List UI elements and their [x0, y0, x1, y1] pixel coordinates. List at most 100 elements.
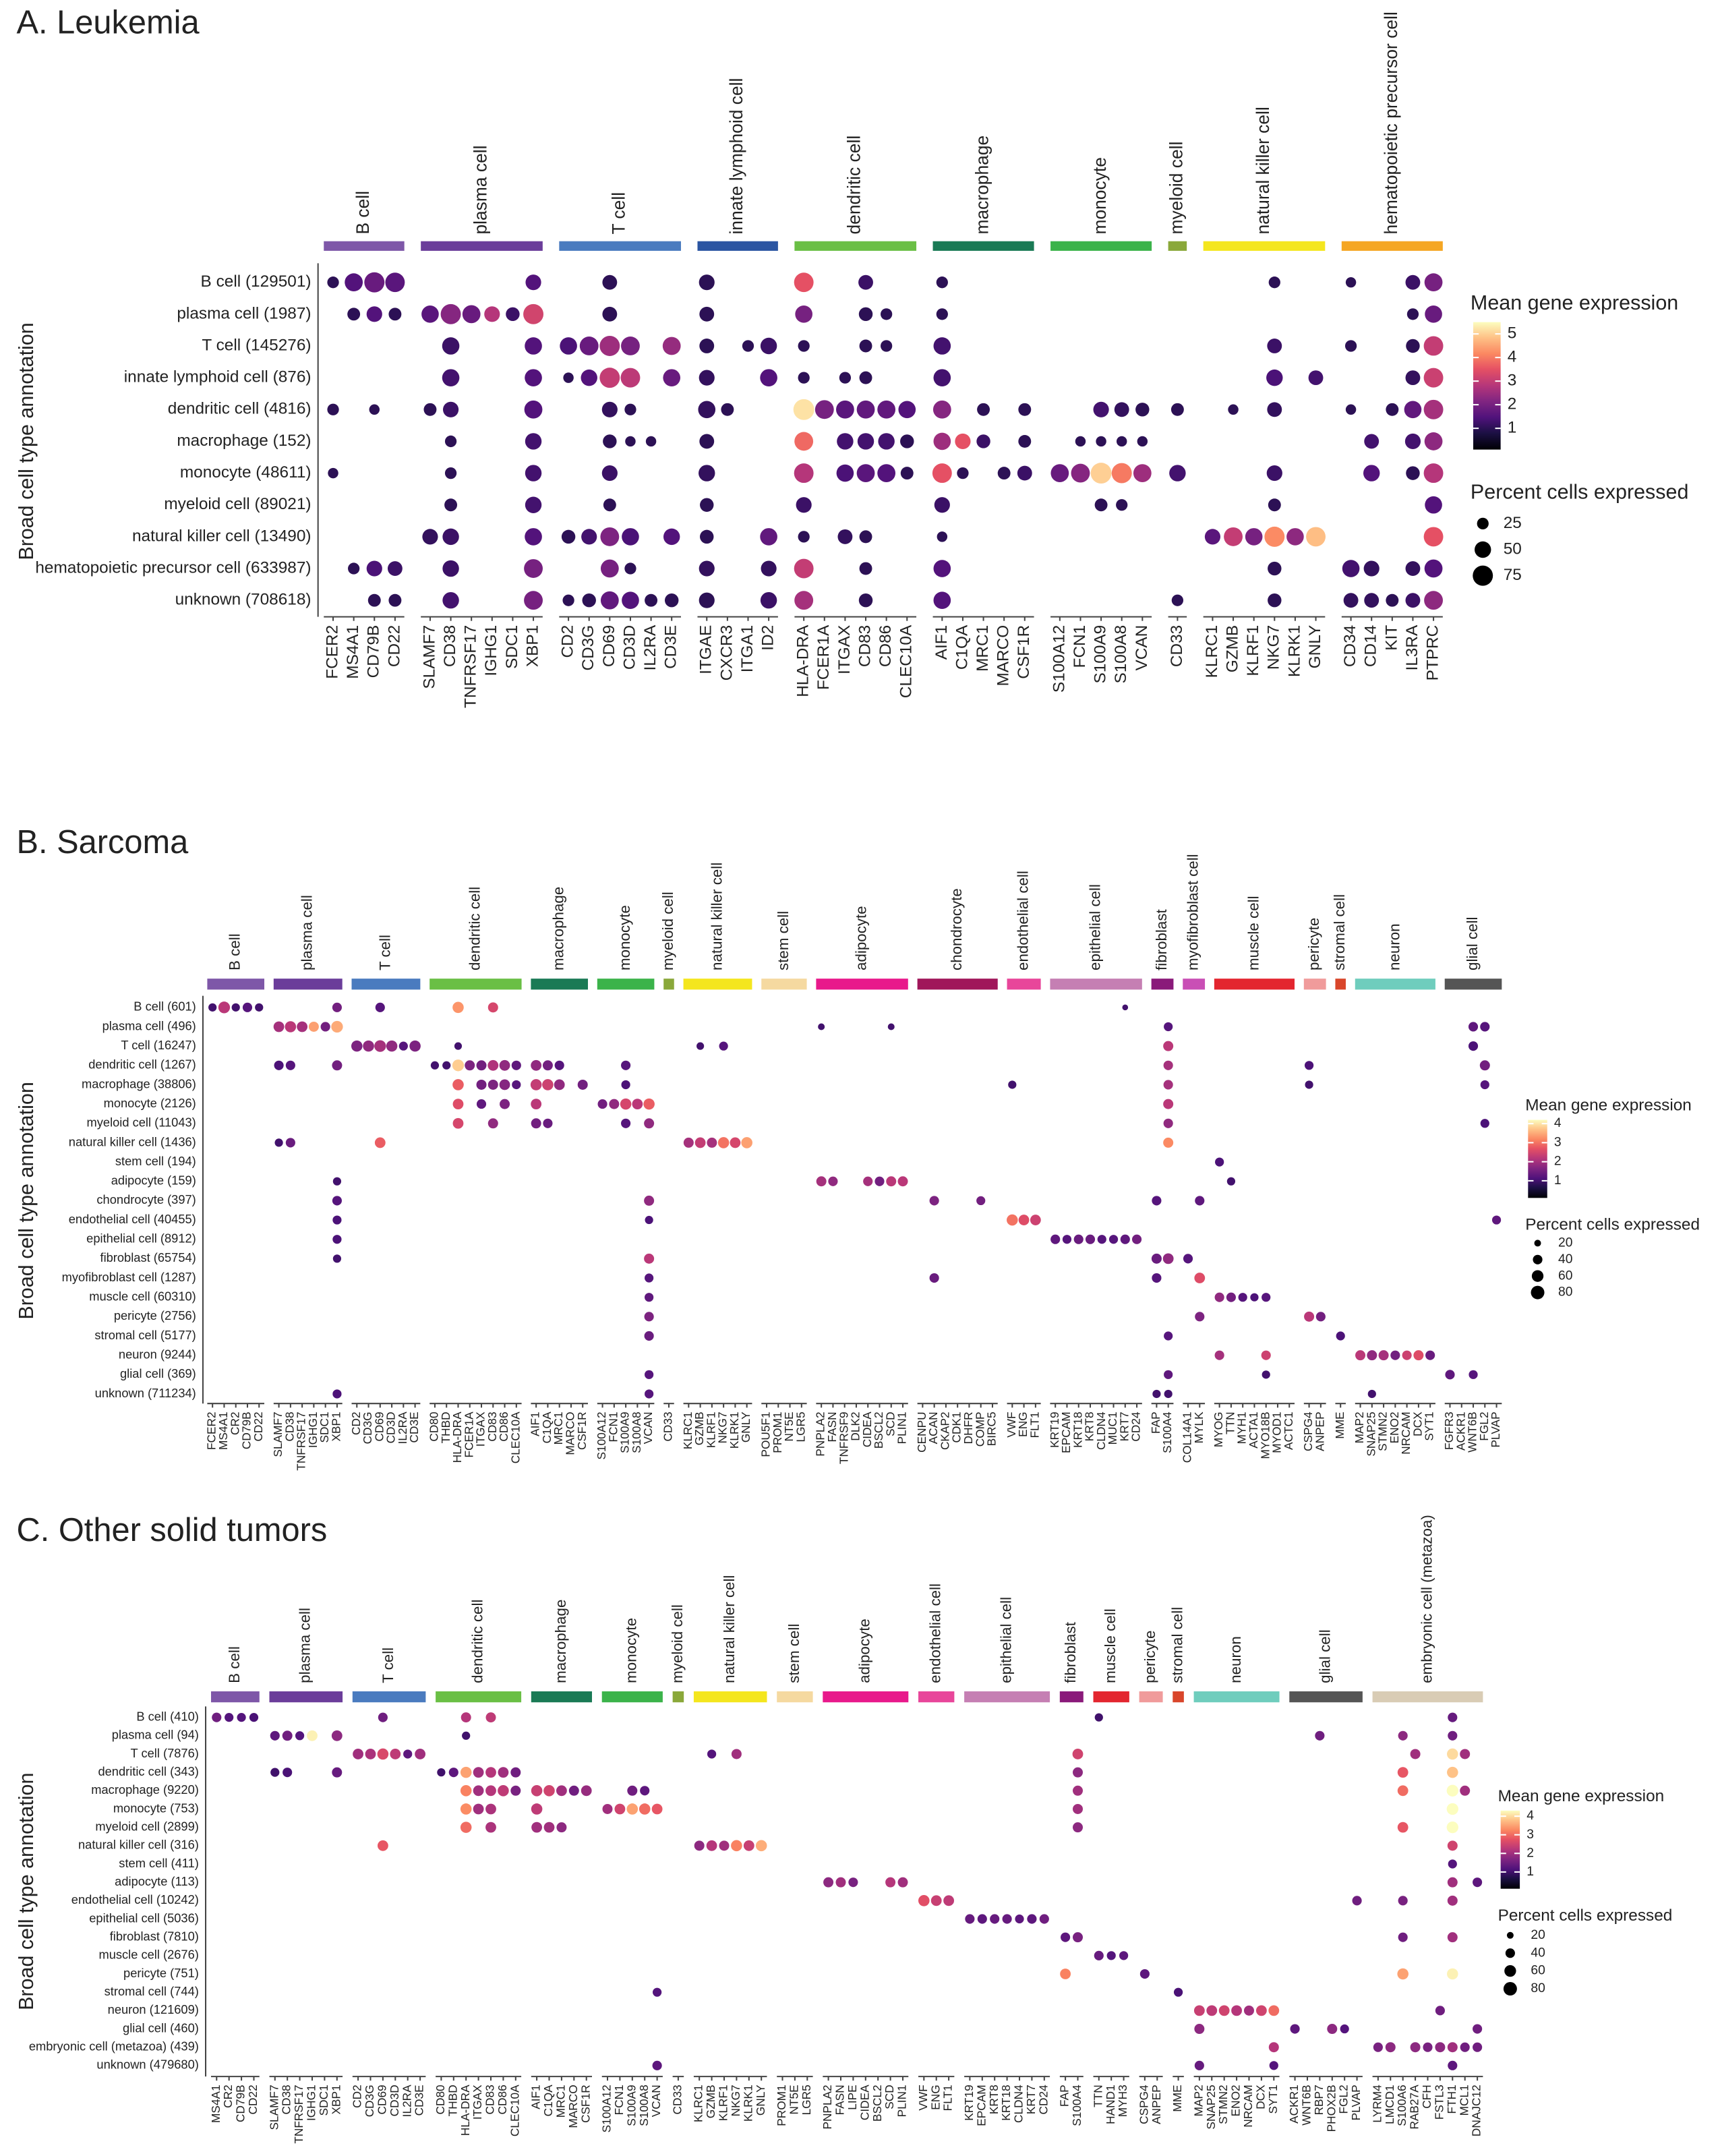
dot [285, 1060, 295, 1070]
gene-label: FAP [1149, 1411, 1162, 1434]
dot [1447, 1748, 1458, 1760]
group-bar [1203, 241, 1326, 251]
group-bar [1355, 979, 1435, 990]
dot [442, 591, 459, 609]
dot [1268, 593, 1282, 608]
dot [1226, 1292, 1236, 1302]
group-label: adipocyte [852, 906, 869, 970]
group-bar [932, 241, 1034, 251]
group-label: innate lymphoid cell [726, 78, 746, 235]
row-label: glial cell (369) [120, 1366, 196, 1380]
gene-label: AIF1 [529, 1411, 542, 1436]
gene-label: MYOD1 [1270, 1411, 1284, 1453]
gene-label: ACTC1 [1282, 1411, 1295, 1450]
size-legend-dot [1531, 1270, 1544, 1282]
dot [332, 1196, 342, 1206]
group-label: embryonic cell (metazoa) [1418, 1515, 1435, 1683]
dot [460, 1766, 472, 1778]
dot [442, 337, 460, 355]
group-label: T cell [609, 192, 629, 235]
dot [1224, 527, 1243, 546]
gene-label: MYOG [1212, 1411, 1225, 1447]
dot [231, 1003, 240, 1012]
dot [1062, 1235, 1072, 1244]
gene-label: ACKR1 [1454, 1411, 1467, 1451]
gene-label: FGL2 [1337, 2085, 1351, 2114]
gene-label: CD69 [600, 625, 618, 667]
size-legend-dot [1534, 1240, 1541, 1247]
dot [388, 308, 402, 321]
dot [1425, 496, 1442, 514]
dot [1152, 1273, 1162, 1283]
dot [1111, 463, 1132, 484]
dot [1119, 1951, 1129, 1960]
dot [476, 1099, 487, 1109]
group-bar [683, 979, 752, 990]
dot [331, 1020, 343, 1033]
dot [794, 558, 814, 579]
gene-label: LGR5 [794, 1411, 807, 1442]
gene-label: CLEC10A [508, 2085, 521, 2136]
gene-label: MCL1 [1457, 2085, 1471, 2116]
dot [237, 1713, 246, 1722]
dot [639, 1803, 651, 1815]
dot [1162, 1253, 1174, 1264]
group-bar [352, 1691, 426, 1703]
dot [366, 306, 382, 322]
group-bar [663, 979, 674, 990]
dot [640, 1786, 650, 1796]
row-label: unknown (711234) [95, 1386, 196, 1400]
dot [485, 1822, 496, 1833]
dot [1061, 1932, 1071, 1942]
dot [1097, 1235, 1106, 1244]
dot [327, 276, 339, 289]
gene-label: BSCL2 [872, 1411, 885, 1449]
row-label: epithelial cell (8912) [86, 1231, 196, 1246]
row-label: plasma cell (1987) [177, 304, 311, 322]
gene-label: S100A9 [1092, 625, 1110, 684]
dot [1163, 1041, 1174, 1051]
size-legend-dot [1475, 541, 1491, 558]
dot [295, 1731, 305, 1741]
dot [977, 1914, 987, 1924]
size-legend-label: 40 [1531, 1946, 1545, 1960]
dot [848, 1877, 858, 1888]
gene-label: KLRF1 [717, 2085, 730, 2121]
dot [444, 435, 457, 448]
gene-label: FGL2 [1477, 1411, 1491, 1440]
dot [1460, 2042, 1470, 2052]
group-bar [559, 241, 681, 251]
gene-label: LIPE [846, 2085, 859, 2109]
dot [218, 1001, 231, 1014]
group-bar [429, 979, 522, 990]
dot [461, 1712, 471, 1723]
dot [937, 531, 948, 542]
dot [1214, 1292, 1224, 1302]
dot [409, 1040, 421, 1052]
size-legend-label: 75 [1504, 566, 1522, 584]
group-label: stem cell [775, 911, 792, 970]
dot [524, 559, 543, 578]
row-label: macrophage (9220) [91, 1782, 199, 1797]
gene-label: VWF [916, 2085, 930, 2110]
gene-label: CD24 [1129, 1411, 1143, 1442]
row-label: B cell (129501) [201, 272, 312, 291]
dot [1448, 1712, 1458, 1722]
row-label: natural killer cell (1436) [69, 1134, 196, 1148]
dot [462, 1731, 471, 1740]
gene-label: KRT18 [999, 2085, 1013, 2120]
dot [621, 337, 640, 355]
row-label: pericyte (2756) [114, 1308, 196, 1322]
dot [795, 305, 812, 323]
dot [1073, 1932, 1084, 1943]
dot [1386, 593, 1399, 607]
group-bar [1444, 979, 1502, 990]
dot [374, 1137, 386, 1148]
dot [377, 1840, 388, 1851]
dot [444, 467, 457, 479]
gene-label: CD79B [240, 1411, 254, 1449]
gene-label: CD38 [280, 2085, 293, 2114]
group-label: natural killer cell [708, 863, 725, 970]
gene-label: CD3G [363, 2085, 376, 2117]
gene-label: HAND1 [1104, 2085, 1117, 2124]
